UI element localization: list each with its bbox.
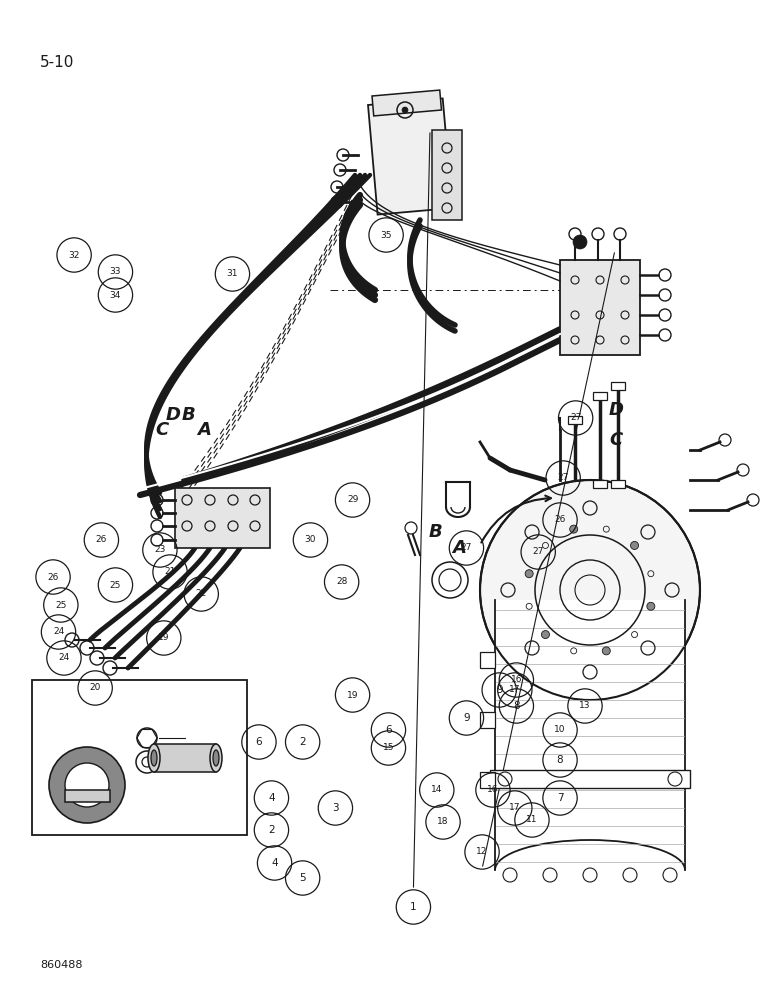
Text: 26: 26 (555, 516, 565, 524)
Text: B: B (428, 523, 442, 541)
Circle shape (569, 525, 578, 533)
Text: 16: 16 (488, 786, 498, 794)
Text: 33: 33 (110, 267, 121, 276)
Text: A: A (197, 421, 211, 439)
Text: 24: 24 (58, 654, 69, 662)
Bar (611, 382, 625, 390)
Bar (480, 652, 495, 668)
Bar (593, 480, 607, 488)
Text: 13: 13 (580, 702, 590, 710)
Text: 23: 23 (154, 546, 165, 554)
Bar (495, 600, 685, 870)
Text: 24: 24 (53, 628, 64, 637)
Text: 26: 26 (96, 536, 107, 544)
Bar (560, 260, 640, 355)
Text: 35: 35 (381, 231, 392, 239)
Ellipse shape (210, 744, 222, 772)
Text: 19: 19 (158, 634, 169, 643)
Text: 12: 12 (477, 848, 488, 856)
Text: 34: 34 (110, 290, 121, 300)
Text: 1: 1 (410, 902, 417, 912)
Ellipse shape (151, 750, 157, 766)
Bar (32, 680, 247, 835)
Text: 19: 19 (347, 690, 358, 700)
Text: 6: 6 (256, 737, 262, 747)
Text: 26: 26 (48, 572, 58, 582)
Text: 2: 2 (268, 825, 275, 835)
Circle shape (541, 631, 549, 639)
Text: 28: 28 (336, 578, 347, 586)
Text: 11: 11 (526, 816, 537, 824)
Circle shape (480, 480, 700, 700)
Text: C: C (156, 421, 168, 439)
Text: 21: 21 (165, 568, 176, 576)
Text: 20: 20 (90, 684, 101, 692)
Text: 14: 14 (431, 786, 442, 794)
Bar (480, 712, 495, 728)
Text: D: D (165, 406, 181, 424)
Text: 27: 27 (558, 474, 569, 483)
Circle shape (647, 602, 655, 610)
Text: A: A (452, 539, 466, 557)
Text: 7: 7 (557, 793, 563, 803)
Circle shape (65, 763, 109, 807)
Text: 16: 16 (511, 676, 522, 684)
Text: 5: 5 (300, 873, 306, 883)
Text: 10: 10 (555, 726, 565, 734)
Text: 6: 6 (385, 725, 392, 735)
Bar (154, 744, 216, 772)
Circle shape (630, 541, 639, 549)
Text: 3: 3 (332, 803, 339, 813)
Text: 32: 32 (69, 250, 80, 259)
Bar (65, 790, 110, 802)
Text: D: D (608, 401, 624, 419)
Ellipse shape (213, 750, 219, 766)
Text: B: B (182, 406, 196, 424)
Text: 9: 9 (463, 713, 470, 723)
Text: C: C (610, 431, 622, 449)
Ellipse shape (148, 744, 160, 772)
Bar (372, 90, 441, 116)
Text: 17: 17 (509, 686, 520, 694)
Circle shape (402, 107, 408, 113)
Circle shape (49, 747, 125, 823)
Text: 4: 4 (271, 858, 278, 868)
Bar (611, 480, 625, 488)
Text: 8: 8 (557, 755, 563, 765)
Text: 17: 17 (509, 804, 520, 812)
Text: 9: 9 (496, 685, 502, 695)
Text: 5-10: 5-10 (40, 55, 74, 70)
Text: 29: 29 (347, 495, 358, 504)
Bar (568, 416, 582, 424)
Text: 22: 22 (196, 589, 207, 598)
Text: 15: 15 (383, 744, 394, 752)
Text: 18: 18 (438, 818, 448, 826)
Text: 31: 31 (227, 269, 238, 278)
Circle shape (573, 235, 587, 249)
Text: 8: 8 (513, 701, 519, 711)
Text: 27: 27 (533, 548, 544, 556)
Circle shape (602, 647, 610, 655)
Text: 25: 25 (110, 580, 121, 589)
Bar (368, 98, 452, 215)
Text: 27: 27 (461, 544, 472, 552)
Circle shape (525, 570, 534, 578)
Text: 860488: 860488 (40, 960, 83, 970)
Bar (593, 392, 607, 400)
Text: 27: 27 (570, 414, 581, 422)
Bar (432, 130, 462, 220)
Bar (490, 770, 690, 788)
Bar (480, 772, 495, 788)
Text: 2: 2 (300, 737, 306, 747)
Text: 30: 30 (305, 536, 316, 544)
Text: 25: 25 (55, 600, 66, 609)
Text: 4: 4 (268, 793, 275, 803)
Bar (175, 488, 270, 548)
